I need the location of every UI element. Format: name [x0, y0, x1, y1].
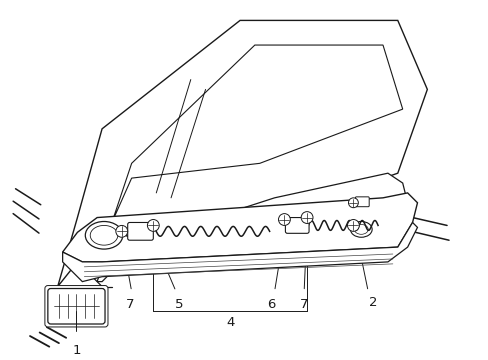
Ellipse shape — [85, 221, 122, 249]
Polygon shape — [97, 173, 407, 282]
Text: 4: 4 — [225, 316, 234, 329]
Ellipse shape — [348, 198, 358, 208]
Polygon shape — [112, 45, 402, 222]
Ellipse shape — [301, 212, 312, 224]
Ellipse shape — [90, 225, 118, 245]
Ellipse shape — [347, 220, 359, 231]
Polygon shape — [62, 193, 417, 262]
FancyBboxPatch shape — [127, 222, 153, 240]
Text: 3: 3 — [310, 204, 318, 217]
Text: 6: 6 — [267, 298, 275, 311]
Ellipse shape — [278, 213, 290, 225]
Text: 2: 2 — [368, 296, 377, 309]
Text: 7: 7 — [299, 298, 308, 311]
Text: 7: 7 — [125, 298, 134, 311]
Ellipse shape — [350, 221, 371, 237]
Text: 1: 1 — [72, 344, 81, 357]
Text: 5: 5 — [174, 298, 183, 311]
Ellipse shape — [147, 220, 159, 231]
FancyBboxPatch shape — [48, 288, 105, 324]
Polygon shape — [58, 21, 427, 287]
Ellipse shape — [116, 225, 127, 237]
FancyBboxPatch shape — [45, 285, 108, 327]
FancyBboxPatch shape — [355, 197, 368, 207]
FancyBboxPatch shape — [285, 217, 308, 233]
Ellipse shape — [354, 224, 367, 234]
Polygon shape — [62, 222, 417, 282]
